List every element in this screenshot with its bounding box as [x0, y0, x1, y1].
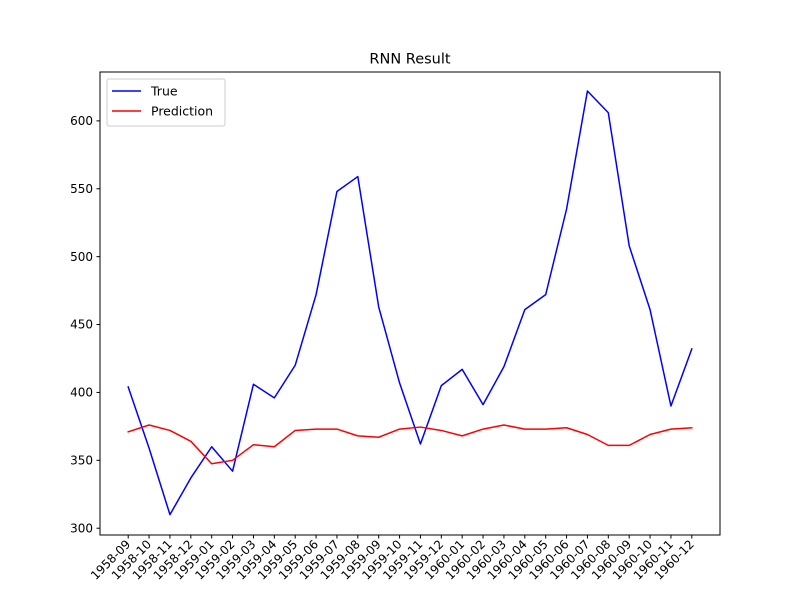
y-tick-label: 500: [70, 250, 93, 264]
y-tick-label: 550: [70, 182, 93, 196]
y-tick-label: 450: [70, 318, 93, 332]
legend-label-prediction: Prediction: [151, 104, 213, 119]
y-tick-label: 600: [70, 114, 93, 128]
legend-label-true: True: [150, 84, 178, 99]
plot-frame: [99, 71, 721, 536]
x-axis: 1958-091958-101958-111958-121959-011959-…: [88, 535, 697, 583]
y-tick-label: 400: [70, 386, 93, 400]
legend: True Prediction: [106, 78, 226, 127]
y-tick-label: 300: [70, 521, 93, 535]
y-axis: 300 350 400 450 500 550 600: [70, 114, 100, 535]
series-line-prediction: [127, 424, 693, 465]
y-tick-label: 350: [70, 454, 93, 468]
chart-title: RNN Result: [369, 52, 450, 68]
series-layer: [127, 90, 693, 516]
series-line-true: [127, 90, 693, 516]
